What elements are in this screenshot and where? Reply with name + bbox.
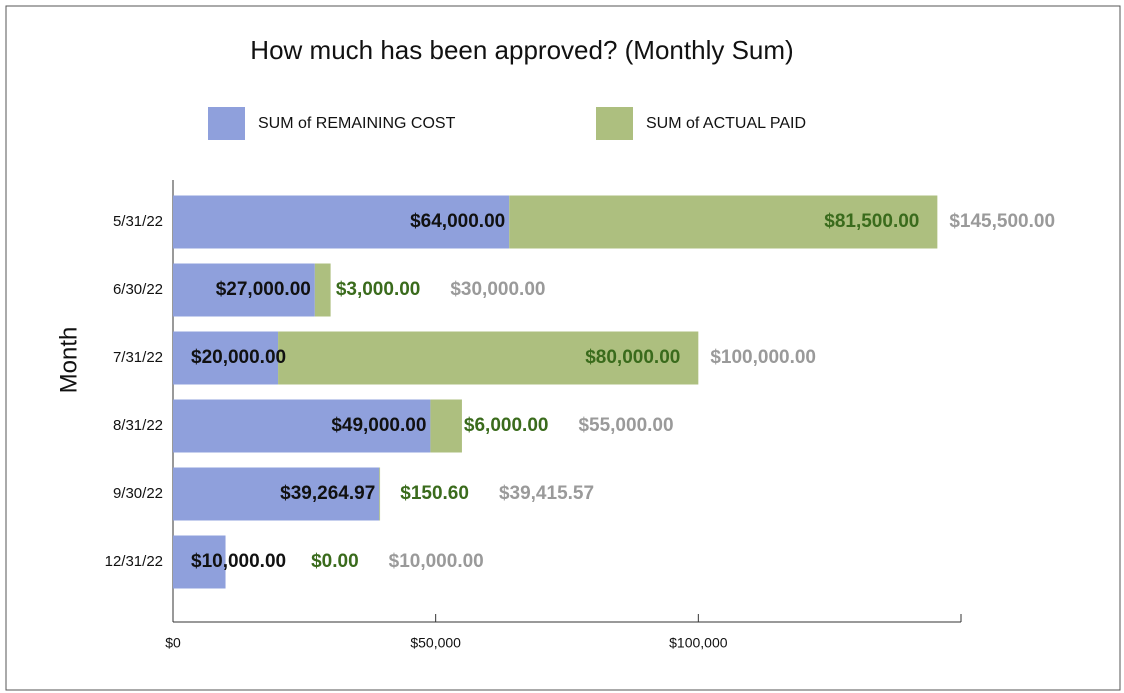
- legend-label: SUM of REMAINING COST: [258, 115, 456, 132]
- y-axis-label: Month: [55, 327, 82, 394]
- y-tick-label: 9/30/22: [113, 485, 163, 502]
- y-tick-label: 8/31/22: [113, 417, 163, 434]
- value-label: $80,000.00: [585, 347, 680, 368]
- value-label: $81,500.00: [824, 211, 919, 232]
- value-label: $6,000.00: [464, 415, 549, 436]
- chart-title: How much has been approved? (Monthly Sum…: [250, 35, 793, 65]
- value-label: $27,000.00: [216, 279, 311, 300]
- bar-segment: [430, 399, 462, 453]
- value-label: $3,000.00: [336, 279, 421, 300]
- total-label: $55,000.00: [578, 415, 673, 436]
- bar-segment: [173, 195, 510, 249]
- bar-segment: [509, 195, 938, 249]
- total-label: $100,000.00: [710, 347, 816, 368]
- bar-segment: [278, 331, 699, 385]
- y-tick-label: 7/31/22: [113, 349, 163, 366]
- value-label: $64,000.00: [410, 211, 505, 232]
- total-label: $10,000.00: [389, 551, 484, 572]
- total-label: $145,500.00: [949, 211, 1055, 232]
- legend-label: SUM of ACTUAL PAID: [646, 115, 806, 132]
- bar-segment: [173, 331, 279, 385]
- x-tick-label: $0: [165, 635, 181, 651]
- y-tick-label: 12/31/22: [105, 553, 163, 570]
- value-label: $49,000.00: [331, 415, 426, 436]
- legend-swatch: [208, 107, 245, 140]
- bar-segment: [173, 399, 431, 453]
- value-label: $20,000.00: [191, 347, 286, 368]
- value-label: $0.00: [311, 551, 359, 572]
- value-label: $10,000.00: [191, 551, 286, 572]
- total-label: $30,000.00: [450, 279, 545, 300]
- bar-segment: [314, 263, 331, 317]
- y-tick-label: 5/31/22: [113, 213, 163, 230]
- x-tick-label: $50,000: [410, 635, 461, 651]
- frame: [5, 5, 1121, 691]
- bar-segment: [173, 467, 380, 521]
- bar-segment: [173, 263, 315, 317]
- bar-segment: [379, 467, 381, 521]
- y-tick-label: 6/30/22: [113, 281, 163, 298]
- bar-segment: [173, 535, 226, 589]
- value-label: $39,264.97: [280, 483, 375, 504]
- x-tick-label: $100,000: [669, 635, 728, 651]
- value-label: $150.60: [400, 483, 469, 504]
- legend-swatch: [596, 107, 633, 140]
- total-label: $39,415.57: [499, 483, 594, 504]
